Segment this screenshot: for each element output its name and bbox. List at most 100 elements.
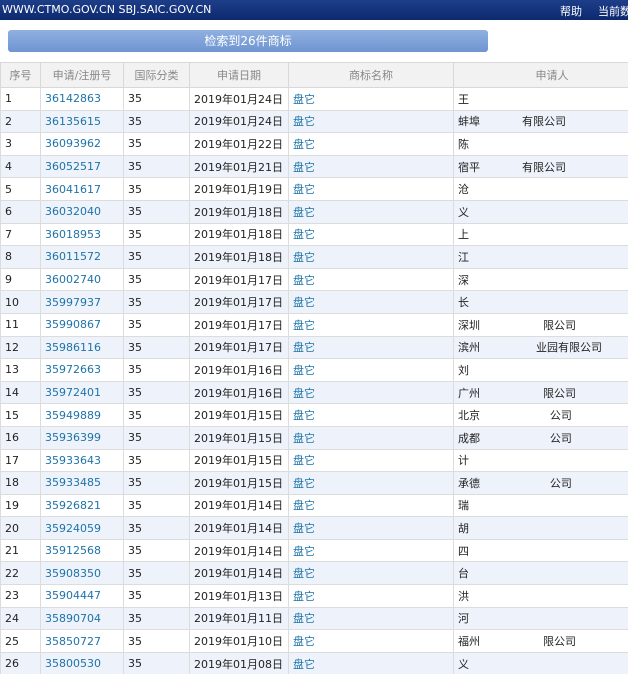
- site-name: WWW.CTMO.GOV.CN SBJ.SAIC.GOV.CN: [2, 3, 212, 16]
- row-index: 2: [0, 109, 41, 134]
- mark-name[interactable]: 盘它: [288, 606, 454, 631]
- reg-number[interactable]: 35997937: [40, 290, 124, 314]
- help-link[interactable]: 帮助: [560, 5, 582, 18]
- reg-number[interactable]: 35990867: [40, 312, 124, 337]
- mark-name[interactable]: 盘它: [288, 561, 454, 586]
- applicant: 滨州 业园有限公司: [453, 335, 628, 360]
- mark-name[interactable]: 盘它: [288, 651, 454, 674]
- mark-name[interactable]: 盘它: [288, 380, 454, 405]
- class: 35: [123, 561, 190, 586]
- mark-name[interactable]: 盘它: [288, 154, 454, 179]
- column-header: 申请人: [453, 62, 628, 88]
- reg-number[interactable]: 35933643: [40, 448, 124, 473]
- reg-number[interactable]: 36142863: [40, 87, 124, 111]
- reg-number[interactable]: 36052517: [40, 154, 124, 179]
- reg-number[interactable]: 35926821: [40, 493, 124, 518]
- row-index: 8: [0, 245, 41, 269]
- column-header: 申请/注册号: [40, 62, 124, 88]
- current-link[interactable]: 当前数: [598, 5, 628, 18]
- mark-name[interactable]: 盘它: [288, 245, 454, 269]
- apply-date: 2019年01月18日: [189, 199, 289, 224]
- row-index: 23: [0, 584, 41, 608]
- mark-name[interactable]: 盘它: [288, 425, 454, 450]
- mark-name[interactable]: 盘它: [288, 132, 454, 156]
- mark-name[interactable]: 盘它: [288, 629, 454, 653]
- applicant: 河: [453, 606, 628, 631]
- reg-number[interactable]: 36011572: [40, 245, 124, 269]
- table-row: 11 35990867 35 2019年01月17日 盘它 深圳 限公司: [0, 312, 628, 337]
- reg-number[interactable]: 36002740: [40, 267, 124, 292]
- row-index: 12: [0, 335, 41, 360]
- class: 35: [123, 448, 190, 473]
- row-index: 7: [0, 222, 41, 247]
- applicant: 宿平 有限公司: [453, 154, 628, 179]
- reg-number[interactable]: 36018953: [40, 222, 124, 247]
- reg-number[interactable]: 35850727: [40, 629, 124, 653]
- reg-number[interactable]: 36093962: [40, 132, 124, 156]
- applicant: 刘: [453, 358, 628, 382]
- class: 35: [123, 380, 190, 405]
- row-index: 9: [0, 267, 41, 292]
- reg-number[interactable]: 35904447: [40, 584, 124, 608]
- reg-number[interactable]: 35800530: [40, 651, 124, 674]
- mark-name[interactable]: 盘它: [288, 403, 454, 427]
- reg-number[interactable]: 35890704: [40, 606, 124, 631]
- apply-date: 2019年01月11日: [189, 606, 289, 631]
- reg-number[interactable]: 35908350: [40, 561, 124, 586]
- mark-name[interactable]: 盘它: [288, 177, 454, 201]
- reg-number[interactable]: 35949889: [40, 403, 124, 427]
- applicant: 蚌埠 有限公司: [453, 109, 628, 134]
- mark-name[interactable]: 盘它: [288, 199, 454, 224]
- reg-number[interactable]: 36041617: [40, 177, 124, 201]
- applicant: 上: [453, 222, 628, 247]
- applicant: 深圳 限公司: [453, 312, 628, 337]
- mark-name[interactable]: 盘它: [288, 312, 454, 337]
- mark-name[interactable]: 盘它: [288, 358, 454, 382]
- table-row: 20 35924059 35 2019年01月14日 盘它胡: [0, 516, 628, 540]
- table-body: 1 36142863 35 2019年01月24日 盘它王 2 36135615 35 2019…: [0, 87, 628, 674]
- reg-number[interactable]: 35986116: [40, 335, 124, 360]
- apply-date: 2019年01月15日: [189, 448, 289, 473]
- mark-name[interactable]: 盘它: [288, 335, 454, 360]
- class: 35: [123, 403, 190, 427]
- reg-number[interactable]: 35912568: [40, 538, 124, 563]
- mark-name[interactable]: 盘它: [288, 516, 454, 540]
- apply-date: 2019年01月17日: [189, 312, 289, 337]
- row-index: 25: [0, 629, 41, 653]
- table-row: 3 36093962 35 2019年01月22日 盘它陈: [0, 132, 628, 156]
- reg-number[interactable]: 36135615: [40, 109, 124, 134]
- mark-name[interactable]: 盘它: [288, 109, 454, 134]
- table-row: 22 35908350 35 2019年01月14日 盘它台: [0, 561, 628, 586]
- apply-date: 2019年01月17日: [189, 290, 289, 314]
- mark-name[interactable]: 盘它: [288, 267, 454, 292]
- row-index: 5: [0, 177, 41, 201]
- column-header: 序号: [0, 62, 41, 88]
- mark-name[interactable]: 盘它: [288, 448, 454, 473]
- mark-name[interactable]: 盘它: [288, 290, 454, 314]
- reg-number[interactable]: 35936399: [40, 425, 124, 450]
- row-index: 18: [0, 471, 41, 495]
- table-row: 5 36041617 35 2019年01月19日 盘它沧: [0, 177, 628, 201]
- apply-date: 2019年01月18日: [189, 245, 289, 269]
- table-row: 12 35986116 35 2019年01月17日 盘它 滨州 业园有限公司: [0, 335, 628, 360]
- table-row: 15 35949889 35 2019年01月15日 盘它 北京 公司: [0, 403, 628, 427]
- reg-number[interactable]: 35933485: [40, 471, 124, 495]
- mark-name[interactable]: 盘它: [288, 471, 454, 495]
- reg-number[interactable]: 35972401: [40, 380, 124, 405]
- mark-name[interactable]: 盘它: [288, 87, 454, 111]
- result-button[interactable]: 检索到26件商标: [8, 30, 488, 52]
- apply-date: 2019年01月17日: [189, 335, 289, 360]
- mark-name[interactable]: 盘它: [288, 222, 454, 247]
- reg-number[interactable]: 35924059: [40, 516, 124, 540]
- class: 35: [123, 606, 190, 631]
- applicant: 洪: [453, 584, 628, 608]
- mark-name[interactable]: 盘它: [288, 584, 454, 608]
- mark-name[interactable]: 盘它: [288, 493, 454, 518]
- reg-number[interactable]: 36032040: [40, 199, 124, 224]
- class: 35: [123, 493, 190, 518]
- mark-name[interactable]: 盘它: [288, 538, 454, 563]
- class: 35: [123, 222, 190, 247]
- apply-date: 2019年01月19日: [189, 177, 289, 201]
- reg-number[interactable]: 35972663: [40, 358, 124, 382]
